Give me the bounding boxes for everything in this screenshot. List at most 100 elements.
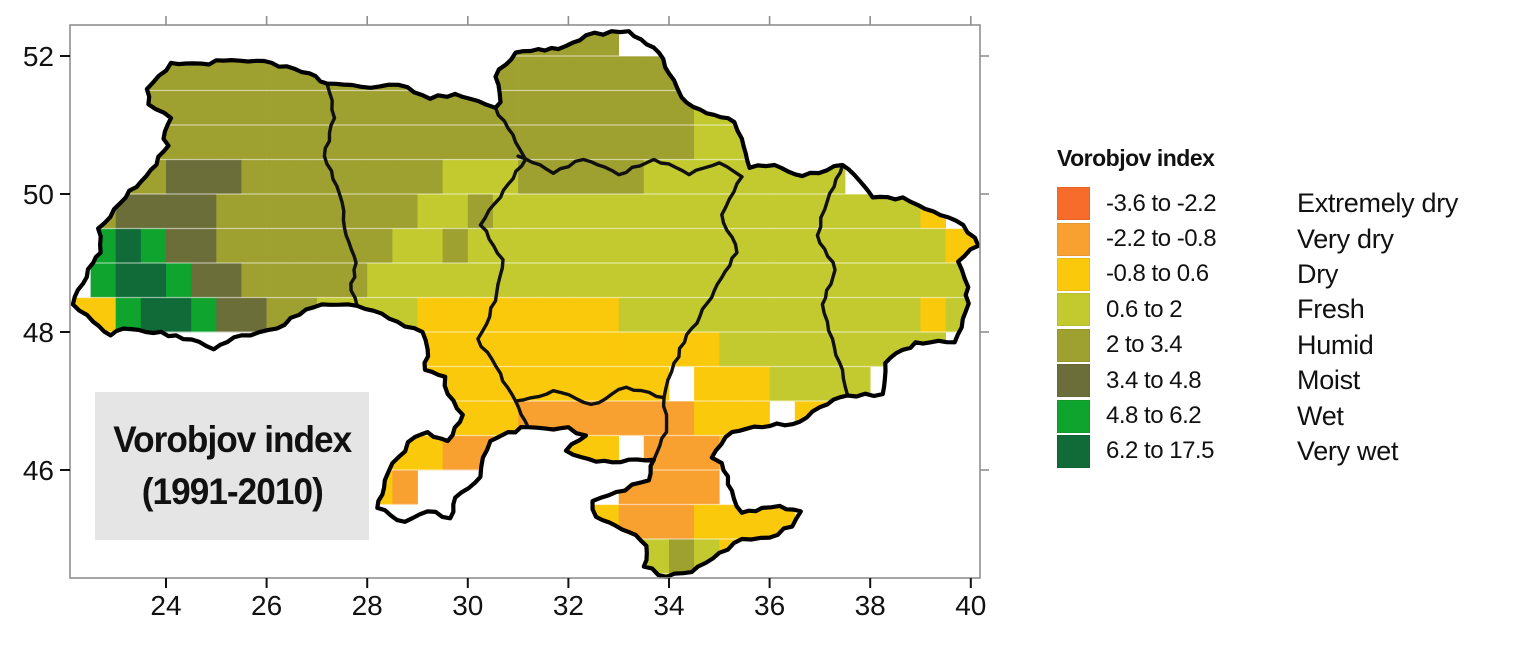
raster-cell: [618, 263, 645, 298]
raster-cell: [241, 263, 267, 298]
raster-cell: [166, 263, 192, 298]
x-tick-label: 30: [452, 590, 483, 621]
raster-cell: [492, 435, 519, 471]
raster-cell: [643, 125, 670, 160]
legend-swatch: [1057, 364, 1090, 398]
legend-row: -3.6 to -2.2 Extremely dry: [1057, 186, 1517, 221]
raster-cell: [643, 504, 670, 540]
raster-cell: [618, 228, 645, 264]
raster-cell: [518, 90, 544, 126]
raster-cell: [241, 194, 267, 229]
raster-cell: [467, 366, 494, 402]
raster-cell: [166, 228, 192, 264]
legend-row: 6.2 to 17.5 Very wet: [1057, 434, 1517, 469]
raster-cell: [794, 332, 821, 367]
raster-cell: [794, 263, 821, 298]
raster-cell: [442, 159, 469, 195]
raster-cell: [744, 125, 770, 160]
legend-rows: -3.6 to -2.2 Extremely dry -2.2 to -0.8 Ver…: [1057, 186, 1517, 469]
raster-cell: [769, 228, 796, 264]
raster-cell: [568, 263, 594, 298]
raster-cell: [794, 366, 821, 402]
legend: Vorobjov index -3.6 to -2.2 Extremely dry…: [1057, 145, 1517, 469]
raster-cell: [367, 401, 393, 436]
legend-label: Wet: [1297, 400, 1344, 431]
raster-cell: [719, 297, 745, 333]
legend-title: Vorobjov index: [1057, 145, 1215, 171]
raster-cell: [618, 401, 645, 436]
legend-label: Very dry: [1297, 223, 1394, 254]
raster-cell: [618, 56, 645, 91]
raster-cell: [543, 297, 569, 333]
legend-range: -2.2 to -0.8: [1106, 225, 1217, 253]
raster-cell: [518, 56, 544, 91]
raster-cell: [744, 297, 770, 333]
raster-cell: [467, 56, 494, 91]
raster-cell: [191, 228, 217, 264]
raster-cell: [769, 332, 796, 367]
raster-cell: [115, 228, 142, 264]
raster-cell: [492, 401, 519, 436]
y-tick-label: 48: [23, 317, 54, 348]
raster-cell: [744, 366, 770, 402]
raster-cell: [643, 470, 670, 505]
raster-cell: [392, 90, 418, 126]
raster-cell: [115, 194, 142, 229]
raster-cell: [895, 366, 921, 402]
raster-cell: [870, 332, 896, 367]
raster-cell: [115, 297, 142, 333]
raster-cell: [266, 159, 293, 195]
x-tick-label: 40: [955, 590, 986, 621]
legend-label: Extremely dry: [1297, 188, 1459, 219]
legend-swatch: [1057, 257, 1090, 291]
legend-range: 6.2 to 17.5: [1106, 437, 1214, 465]
raster-cell: [568, 194, 594, 229]
raster-cell: [216, 194, 242, 229]
raster-cell: [568, 56, 594, 91]
raster-cell: [492, 297, 519, 333]
raster-cell: [568, 332, 594, 367]
x-tick-label: 26: [251, 590, 282, 621]
legend-range: 0.6 to 2: [1106, 295, 1183, 323]
zone-boundary: [476, 106, 530, 429]
raster-cell: [442, 125, 469, 160]
raster-cell: [593, 435, 619, 471]
raster-cell: [392, 228, 418, 264]
raster-cell: [543, 435, 569, 471]
raster-cell: [417, 401, 443, 436]
raster-cell: [669, 125, 695, 160]
raster-cell: [367, 332, 393, 367]
raster-cell: [442, 332, 469, 367]
raster-cell: [291, 194, 318, 229]
raster-cell: [392, 159, 418, 195]
raster-cell: [568, 228, 594, 264]
legend-label: Humid: [1297, 329, 1374, 360]
legend-label: Dry: [1297, 258, 1339, 289]
raster-cell: [669, 332, 695, 367]
raster-cell: [543, 228, 569, 264]
raster-cell: [593, 401, 619, 436]
raster-cell: [669, 539, 695, 574]
raster-cell: [593, 194, 619, 229]
legend-row: 3.4 to 4.8 Moist: [1057, 363, 1517, 398]
raster-cell: [392, 366, 418, 402]
raster-cell: [518, 332, 544, 367]
raster-cell: [618, 194, 645, 229]
raster-cell: [417, 159, 443, 195]
raster-cell: [593, 228, 619, 264]
raster-cell: [241, 125, 267, 160]
raster-cell: [392, 332, 418, 367]
raster-cell: [115, 125, 142, 160]
raster-cell: [417, 332, 443, 367]
raster-cell: [392, 125, 418, 160]
raster-cell: [467, 125, 494, 160]
raster-cell: [191, 263, 217, 298]
zone-boundary: [516, 154, 744, 179]
raster-cell: [543, 366, 569, 402]
raster-cell: [643, 332, 670, 367]
raster-cell: [719, 366, 745, 402]
legend-range: -0.8 to 0.6: [1106, 260, 1209, 288]
x-tick-label: 24: [150, 590, 181, 621]
country-border: [70, 29, 981, 579]
